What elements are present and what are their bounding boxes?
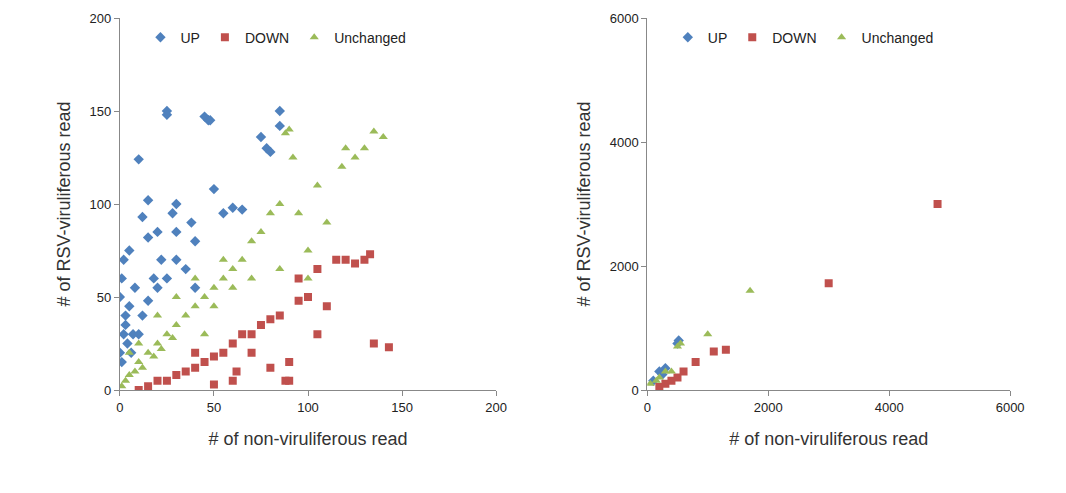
svg-text:# of non-viruliferous read: # of non-viruliferous read [729,429,928,449]
svg-text:6000: 6000 [996,400,1025,415]
svg-text:DOWN: DOWN [772,30,816,46]
svg-text:2000: 2000 [610,259,639,274]
svg-text:50: 50 [207,400,221,415]
svg-text:0: 0 [631,383,638,398]
svg-text:0: 0 [116,400,123,415]
svg-text:100: 100 [297,400,319,415]
svg-text:Unchanged: Unchanged [334,30,406,46]
svg-text:DOWN: DOWN [245,30,289,46]
svg-text:50: 50 [97,290,111,305]
svg-text:200: 200 [90,11,112,26]
svg-text:4000: 4000 [610,135,639,150]
svg-text:Unchanged: Unchanged [862,30,934,46]
svg-text:4000: 4000 [875,400,904,415]
svg-text:0: 0 [644,400,651,415]
svg-text:150: 150 [391,400,413,415]
svg-text:# of non-viruliferous read: # of non-viruliferous read [208,429,407,449]
svg-text:# of RSV-viruliferous read: # of RSV-viruliferous read [574,101,594,306]
svg-text:200: 200 [485,400,507,415]
svg-text:150: 150 [90,104,112,119]
svg-text:# of RSV-viruliferous read: # of RSV-viruliferous read [54,101,74,306]
svg-text:100: 100 [90,197,112,212]
svg-text:UP: UP [708,30,727,46]
svg-text:2000: 2000 [754,400,783,415]
svg-text:6000: 6000 [610,11,639,26]
svg-text:0: 0 [104,383,111,398]
svg-text:UP: UP [180,30,199,46]
